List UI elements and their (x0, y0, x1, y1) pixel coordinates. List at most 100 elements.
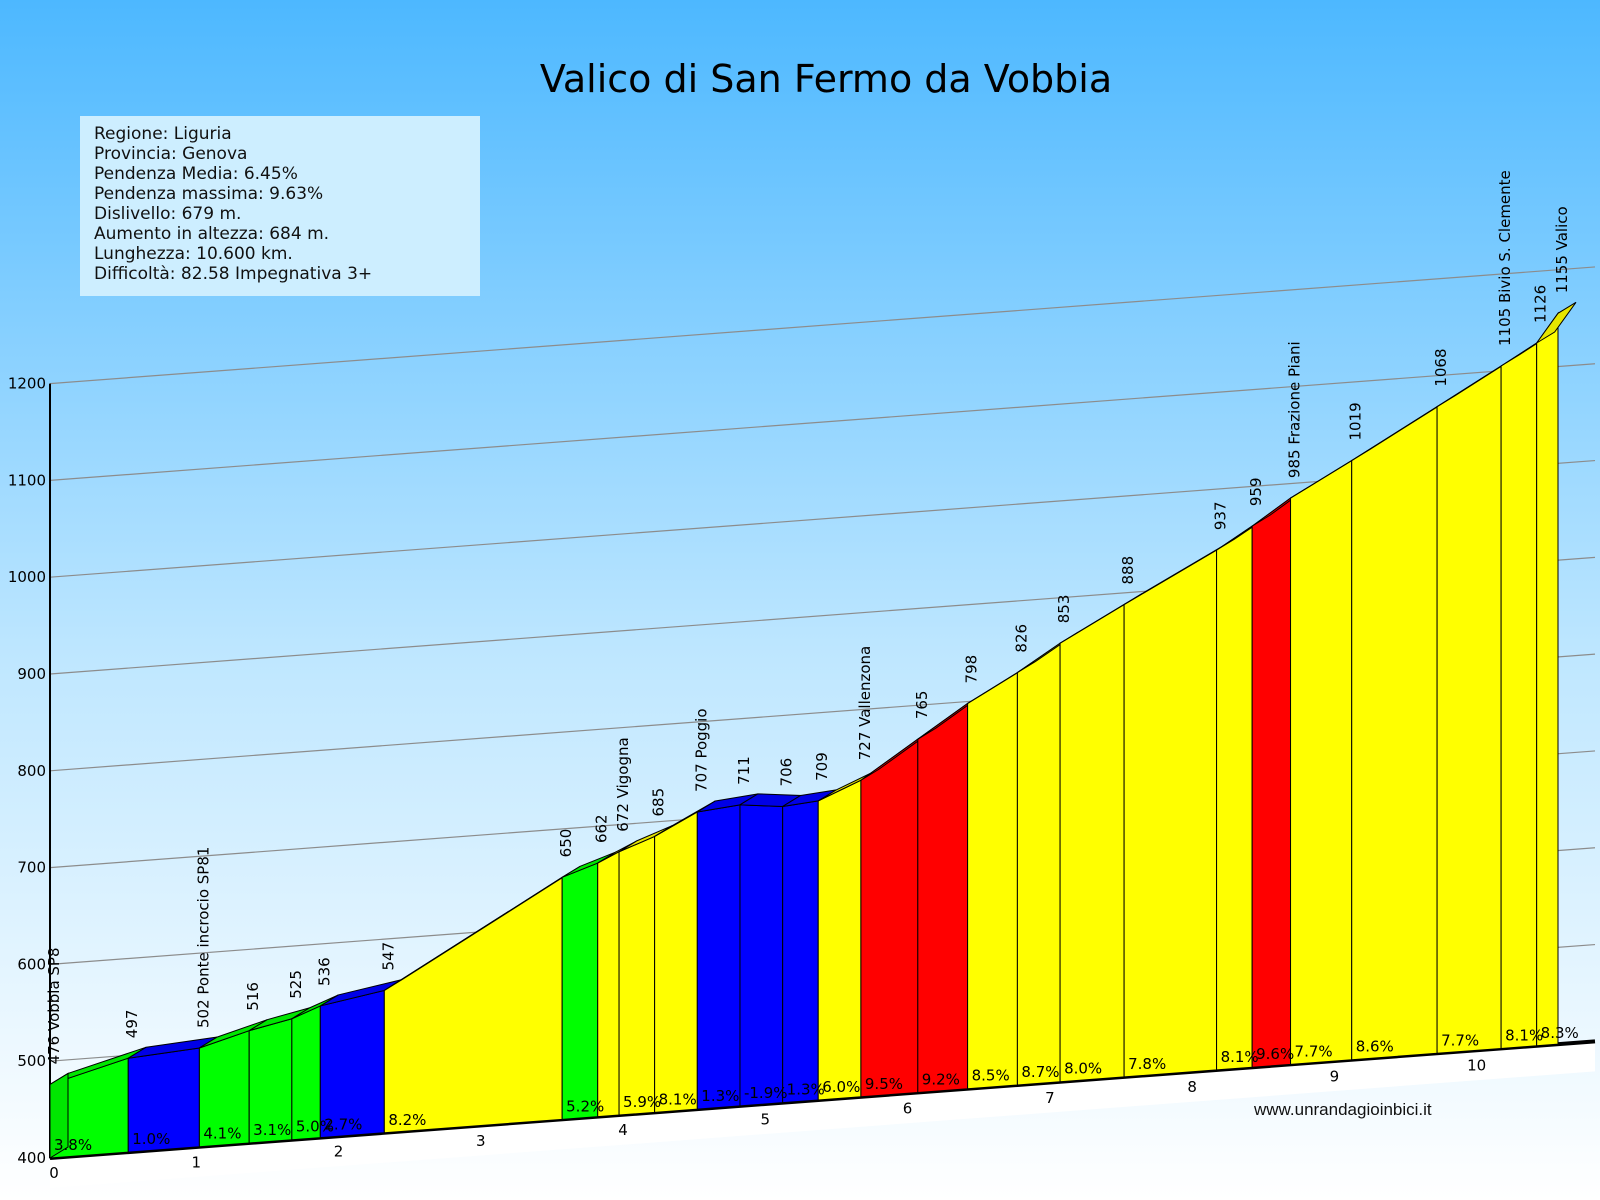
point-label: 1019 (1347, 402, 1365, 440)
point-label: 497 (123, 1010, 141, 1039)
info-line: Regione: Liguria (94, 124, 232, 144)
info-line: Pendenza massima: 9.63% (94, 184, 324, 204)
profile-segment (967, 671, 1018, 1090)
profile-segment (696, 804, 741, 1110)
point-label: 685 (650, 788, 668, 817)
point-label: 707 Poggio (692, 708, 710, 791)
grade-label: 8.1% (659, 1090, 697, 1108)
profile-segment (782, 800, 819, 1104)
x-tick-label: 6 (903, 1100, 913, 1118)
info-line: Pendenza Media: 6.45% (94, 164, 298, 184)
grade-label: 3.8% (54, 1136, 92, 1154)
profile-segment (739, 804, 784, 1107)
grade-label: -1.9% (744, 1084, 788, 1102)
point-label: 672 Vigogna (614, 737, 632, 831)
grade-label: 8.0% (1064, 1060, 1102, 1078)
point-label: 536 (315, 957, 333, 986)
grade-label: 8.2% (388, 1111, 426, 1129)
grade-label: 8.1% (1221, 1048, 1259, 1066)
point-label: 516 (244, 982, 262, 1011)
y-tick-label: 1100 (8, 471, 46, 489)
point-label: 888 (1119, 556, 1137, 585)
point-label: 476 Vobbia SP8 (45, 947, 63, 1064)
grade-label: 7.8% (1128, 1055, 1166, 1073)
x-tick-label: 4 (618, 1121, 628, 1139)
grade-label: 8.6% (1356, 1038, 1394, 1056)
grade-label: 2.7% (324, 1116, 362, 1134)
grade-label: 7.7% (1441, 1031, 1479, 1049)
grade-label: 3.1% (253, 1121, 291, 1139)
x-tick-label: 1 (191, 1153, 201, 1171)
grade-label: 6.0% (822, 1078, 860, 1096)
profile-segment (1351, 405, 1438, 1061)
info-line: Difficoltà: 82.58 Impegnativa 3+ (94, 264, 373, 284)
profile-segment-side (49, 1072, 69, 1159)
profile-segment (1290, 459, 1353, 1065)
x-tick-label: 5 (761, 1110, 771, 1128)
profile-segment (597, 850, 620, 1118)
profile-segment (561, 862, 599, 1120)
grade-label: 5.9% (623, 1093, 661, 1111)
y-tick-label: 400 (17, 1149, 46, 1167)
point-label: 1105 Bivio S. Clemente (1496, 170, 1514, 346)
point-label: 727 Vallenzona (856, 646, 874, 761)
point-label: 706 (778, 758, 796, 787)
x-tick-label: 9 (1330, 1067, 1340, 1085)
x-axis-road (50, 1041, 1595, 1188)
point-label: 1155 Valico (1553, 206, 1571, 293)
x-tick-label: 0 (49, 1164, 59, 1182)
profile-segment (1536, 311, 1559, 1047)
info-line: Aumento in altezza: 684 m. (94, 224, 330, 244)
point-label: 547 (379, 942, 397, 971)
point-label: 709 (813, 752, 831, 781)
point-label: 525 (287, 970, 305, 999)
point-label: 985 Frazione Piani (1286, 341, 1304, 478)
profile-segment (1500, 342, 1538, 1049)
x-tick-label: 3 (476, 1132, 486, 1150)
grade-label: 1.0% (132, 1130, 170, 1148)
point-label: 711 (735, 756, 753, 785)
website-credit: www.unrandagioinbici.it (1254, 1100, 1432, 1119)
point-label: 1068 (1432, 348, 1450, 386)
grade-label: 4.1% (203, 1125, 241, 1143)
point-label: 662 (593, 814, 611, 843)
gridline (49, 266, 1596, 385)
profile-segment (817, 779, 862, 1101)
point-label: 798 (963, 655, 981, 684)
profile-segment (1123, 549, 1218, 1078)
point-label: 959 (1247, 477, 1265, 506)
profile-segment-top (1536, 301, 1577, 344)
grade-label: 1.3% (787, 1081, 825, 1099)
profile-segment (860, 738, 919, 1098)
grade-label: 8.3% (1541, 1024, 1579, 1042)
profile-segment (1059, 603, 1125, 1083)
info-line: Lunghezza: 10.600 km. (94, 244, 293, 264)
y-tick-label: 500 (17, 1052, 46, 1070)
y-tick-label: 1000 (8, 568, 46, 586)
point-label: 853 (1055, 595, 1073, 624)
y-tick-label: 700 (17, 859, 46, 877)
profile-segment (618, 835, 656, 1116)
profile-segment (1251, 497, 1292, 1068)
point-label: 937 (1212, 501, 1230, 530)
profile-segment (654, 811, 698, 1113)
y-tick-label: 800 (17, 762, 46, 780)
grade-label: 9.5% (865, 1075, 903, 1093)
point-label: 765 (913, 691, 931, 720)
y-tick-label: 900 (17, 665, 46, 683)
grade-label: 8.1% (1505, 1026, 1543, 1044)
gridline (49, 363, 1596, 481)
x-tick-label: 10 (1467, 1057, 1486, 1075)
chart-title: Valico di San Fermo da Vobbia (540, 57, 1112, 101)
profile-segment (1436, 365, 1502, 1054)
x-tick-label: 2 (334, 1143, 344, 1161)
grade-label: 5.0% (296, 1118, 334, 1136)
grade-label: 7.7% (1295, 1042, 1333, 1060)
point-label: 1126 (1532, 285, 1550, 323)
profile-segment (917, 702, 969, 1094)
profile-segment (1216, 525, 1253, 1071)
grade-label: 9.6% (1256, 1045, 1294, 1063)
x-tick-label: 7 (1045, 1089, 1055, 1107)
info-box: Regione: Liguria Provincia: Genova Pendenz… (80, 116, 480, 296)
